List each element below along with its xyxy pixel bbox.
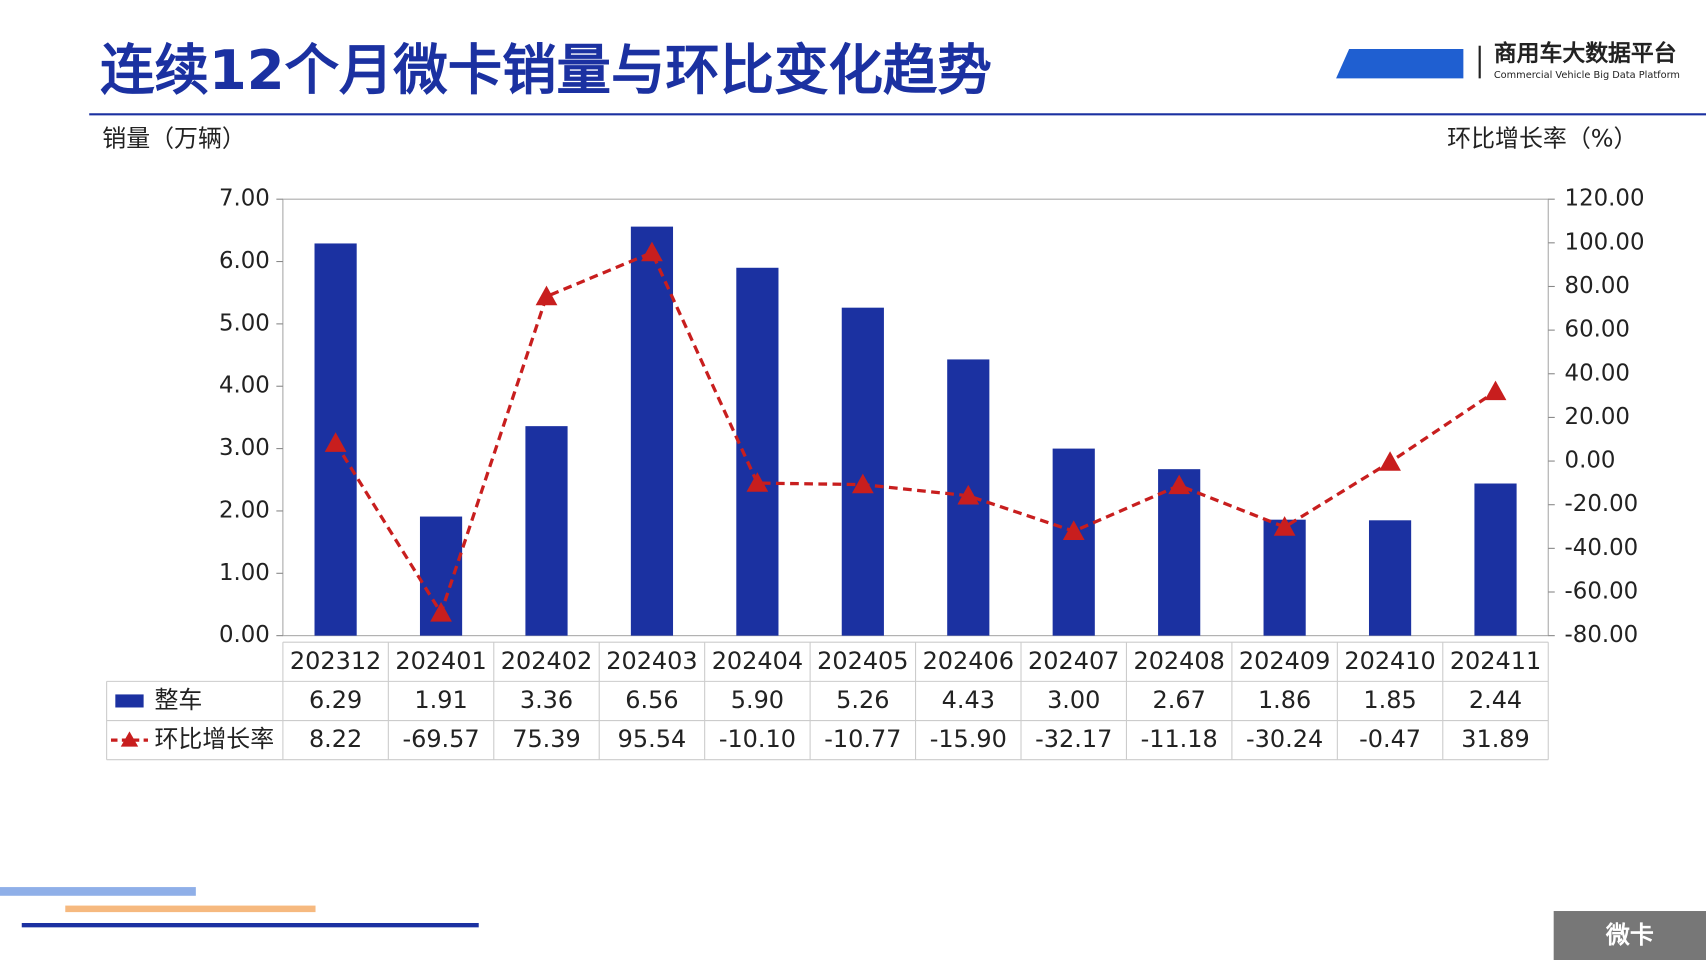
marker (1168, 474, 1191, 495)
table-value: 3.36 (520, 686, 573, 714)
table-value: 2.44 (1469, 686, 1522, 714)
logo-subtitle: Commercial Vehicle Big Data Platform (1494, 70, 1680, 81)
x-tick-label: 202404 (712, 647, 803, 675)
deco-stripe (65, 905, 316, 913)
table-value: 5.90 (731, 686, 784, 714)
bar (1158, 469, 1201, 636)
table-value: -0.47 (1359, 725, 1421, 753)
table-value: 4.43 (942, 686, 995, 714)
y2-tick-label: 40.00 (1565, 360, 1630, 386)
bar (1263, 519, 1306, 636)
x-tick-label: 202410 (1344, 647, 1435, 675)
table-value: -69.57 (402, 725, 479, 753)
table-value: -32.17 (1035, 725, 1112, 753)
marker (535, 285, 558, 306)
plot: 0.00 1.00 2.00 3.00 4.00 5.00 6.00 7.00 -80.00 -6… (106, 186, 1645, 761)
y2-tick-label: -40.00 (1565, 535, 1639, 561)
table-value: 1.91 (414, 686, 467, 714)
x-tick-label: 202406 (923, 647, 1014, 675)
table-value: 6.56 (625, 686, 678, 714)
y-tick-label: 2.00 (219, 497, 270, 523)
deco-stripe (0, 887, 196, 896)
x-tick-label: 202409 (1239, 647, 1330, 675)
plot-frame (282, 198, 1549, 637)
table-value: 2.67 (1153, 686, 1206, 714)
table-value: -10.77 (824, 725, 901, 753)
logo: 商用车大数据平台 Commercial Vehicle Big Data Pla… (1336, 40, 1680, 81)
y2-tick-label: -80.00 (1565, 622, 1639, 648)
table-value: 3.00 (1047, 686, 1100, 714)
table-value: 75.39 (512, 725, 581, 753)
section-tab (1553, 911, 1706, 960)
x-tick-label: 202401 (395, 647, 486, 675)
table-value: 1.85 (1363, 686, 1416, 714)
y-tick-label: 5.00 (219, 310, 270, 336)
line (334, 250, 1497, 617)
legend-label: 整车 (154, 686, 202, 714)
y2-tick-label: 60.00 (1565, 317, 1630, 343)
marker (1379, 451, 1401, 471)
table-value: -10.10 (719, 725, 796, 753)
bar (841, 307, 884, 636)
marker (746, 472, 769, 492)
table-value: -30.24 (1246, 725, 1323, 753)
y-axis-title: 销量（万辆） (102, 124, 246, 152)
table-value: 6.29 (309, 686, 362, 714)
deco-stripe (21, 922, 479, 928)
x-tick-label: 202407 (1028, 647, 1119, 675)
bar (1474, 483, 1517, 636)
table-value: 8.22 (309, 725, 362, 753)
y-tick-label: 1.00 (219, 560, 270, 586)
marker (1273, 516, 1296, 536)
x-tick-label: 202411 (1450, 647, 1541, 675)
bar (1052, 448, 1095, 636)
y-tick-label: 3.00 (219, 435, 270, 461)
table-value: 31.89 (1461, 725, 1530, 753)
marker (324, 432, 347, 452)
y-tick-label: 4.00 (219, 373, 270, 399)
legend-label: 环比增长率 (154, 725, 274, 753)
table-value: 5.26 (836, 686, 889, 714)
y2-tick-label: -60.00 (1565, 578, 1639, 604)
footer-decoration (0, 887, 479, 928)
y-tick-label: 0.00 (219, 622, 270, 648)
table-value: -15.90 (930, 725, 1007, 753)
y2-tick-label: 100.00 (1565, 229, 1645, 255)
y2-tick-label: 0.00 (1565, 448, 1616, 474)
y2-axis-title: 环比增长率（%） (1447, 124, 1637, 152)
marker (1484, 380, 1507, 401)
section-tab-label: 微卡 (1605, 921, 1654, 949)
slide-title: 连续12个月微卡销量与环比变化趋势 (100, 38, 992, 102)
x-tick-label: 202402 (501, 647, 592, 675)
x-tick-label: 202405 (817, 647, 908, 675)
marker (1062, 520, 1085, 540)
y2-tick-label: -20.00 (1565, 491, 1639, 517)
table-value: -11.18 (1141, 725, 1218, 753)
y-tick-label: 7.00 (219, 186, 270, 212)
bar (1368, 520, 1412, 636)
logo-icon (1336, 48, 1464, 79)
bar (525, 426, 568, 636)
x-tick-label: 202403 (606, 647, 697, 675)
y2-tick-label: 20.00 (1565, 404, 1630, 430)
bar (630, 226, 674, 636)
y2-tick-label: 120.00 (1565, 186, 1645, 212)
y2-tick-label: 80.00 (1565, 273, 1630, 299)
marker (641, 241, 663, 262)
marker (430, 602, 452, 622)
marker (957, 484, 980, 505)
table-value: 1.86 (1258, 686, 1311, 714)
table-value: 95.54 (618, 725, 687, 753)
x-tick-label: 202408 (1133, 647, 1224, 675)
logo-name: 商用车大数据平台 (1494, 40, 1677, 67)
legend-swatch (115, 694, 144, 708)
marker (851, 473, 874, 494)
x-tick-label: 202312 (290, 647, 381, 675)
legend-marker (120, 731, 139, 747)
y-tick-label: 6.00 (219, 248, 270, 274)
